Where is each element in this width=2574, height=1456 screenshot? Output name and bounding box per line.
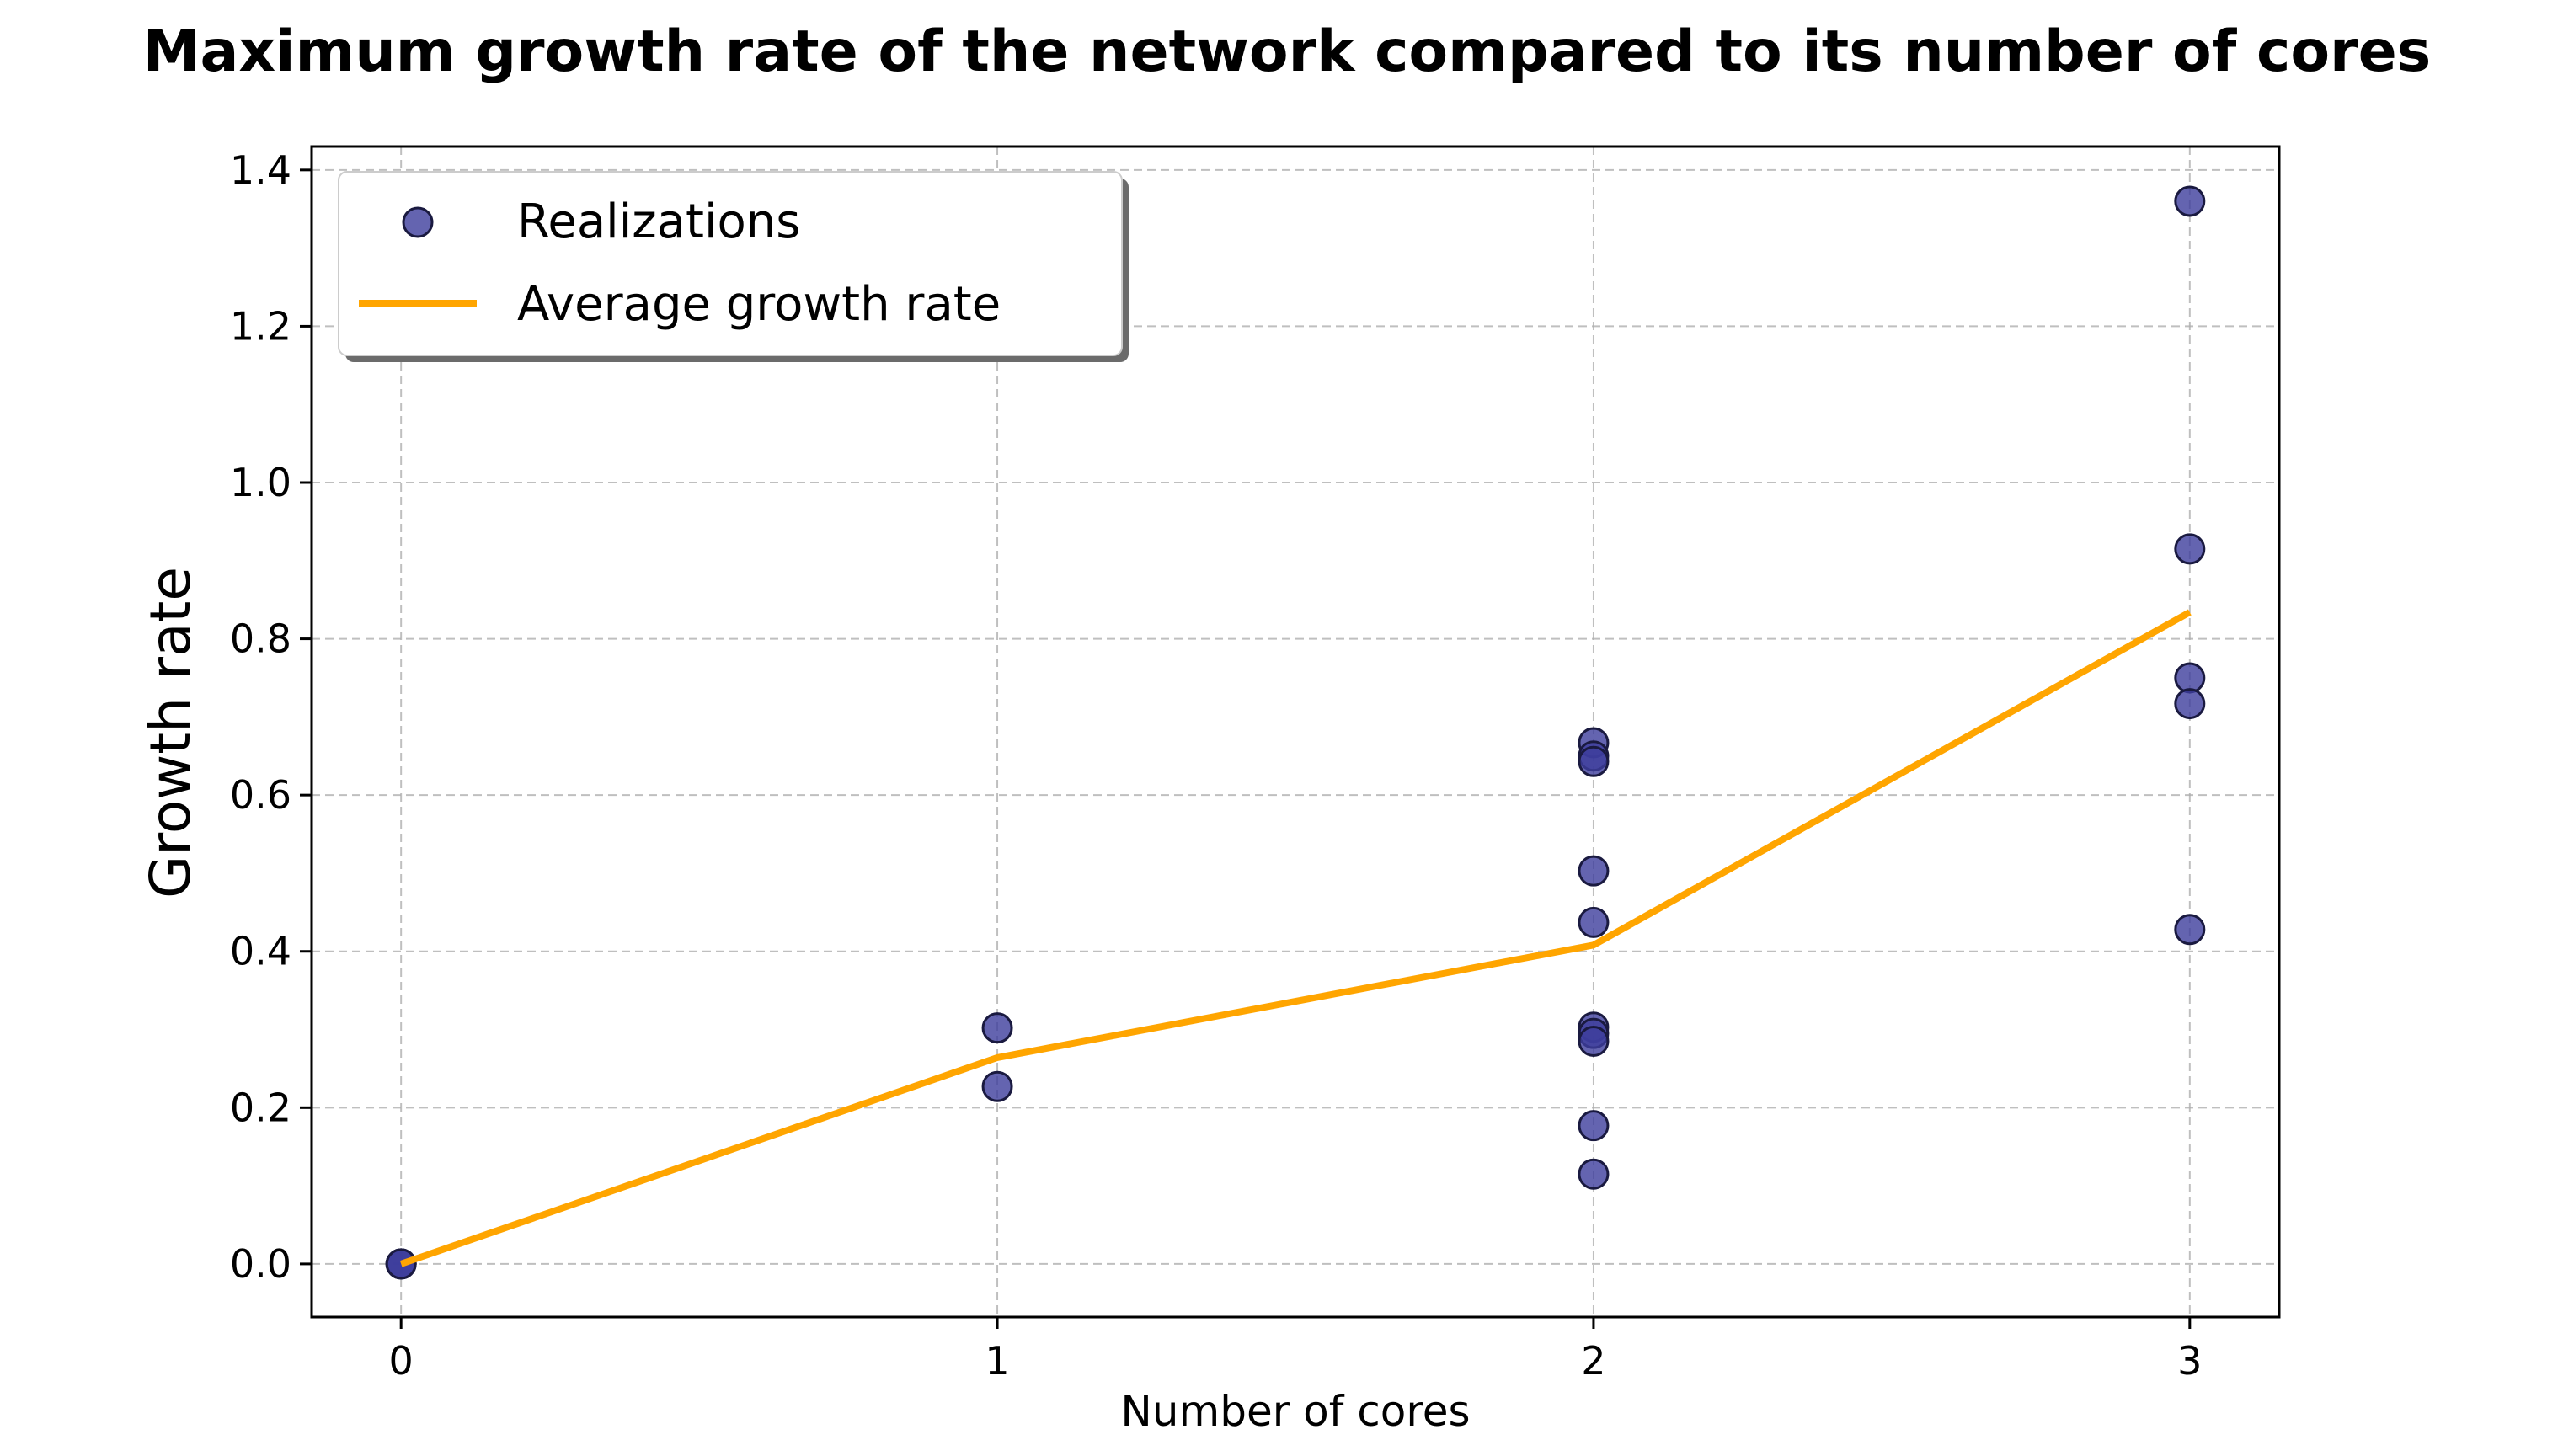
- y-tick-label: 0.2: [230, 1085, 291, 1130]
- y-tick-label: 1.2: [230, 303, 291, 349]
- series-layer: [385, 185, 2206, 1280]
- legend: Realizations Average growth rate: [338, 171, 1129, 362]
- scatter-point-realization: [385, 1248, 417, 1280]
- x-tick-label: 0: [389, 1338, 414, 1384]
- scatter-point-realization: [2174, 688, 2206, 720]
- scatter-point-realization: [981, 1012, 1013, 1044]
- scatter-point-realization: [1578, 855, 1610, 887]
- x-axis-label: Number of cores: [1120, 1387, 1470, 1436]
- scatter-point-realization: [2174, 914, 2206, 946]
- plot-area-frame: [310, 145, 2281, 1319]
- scatter-point-realization: [1578, 1158, 1610, 1190]
- y-tick-label: 0.8: [230, 616, 291, 662]
- legend-label-average: Average growth rate: [517, 277, 1001, 332]
- y-tick-label: 0.0: [230, 1241, 291, 1287]
- scatter-point-realization: [981, 1070, 1013, 1102]
- scatter-point-realization: [1578, 745, 1610, 777]
- y-tick-label: 0.4: [230, 929, 291, 974]
- x-axis-ticks: 0 1 2 3: [389, 1317, 2202, 1384]
- average-growth-line: [399, 609, 2192, 1267]
- x-tick-label: 2: [1581, 1338, 1605, 1384]
- y-axis-label: Growth rate: [138, 567, 203, 899]
- chart-title: Maximum growth rate of the network compa…: [143, 19, 2431, 85]
- y-tick-label: 0.6: [230, 772, 291, 818]
- scatter-point-realization: [2174, 662, 2206, 694]
- y-tick-label: 1.4: [230, 147, 291, 193]
- y-axis-ticks: 0.0 0.2 0.4 0.6 0.8 1.0 1.2 1.4: [230, 147, 312, 1287]
- x-tick-label: 1: [985, 1338, 1009, 1384]
- scatter-point-realization: [2174, 185, 2206, 217]
- legend-label-realizations: Realizations: [517, 195, 800, 249]
- scatter-point-realization: [2174, 533, 2206, 565]
- legend-marker-realizations: [402, 206, 434, 238]
- grid-lines: [312, 147, 2279, 1317]
- scatter-point-realization: [1578, 906, 1610, 938]
- legend-box: [338, 171, 1123, 356]
- y-tick-label: 1.0: [230, 460, 291, 505]
- scatter-point-realization: [1578, 1110, 1610, 1142]
- scatter-point-realization: [1578, 1025, 1610, 1057]
- x-tick-label: 3: [2177, 1338, 2202, 1384]
